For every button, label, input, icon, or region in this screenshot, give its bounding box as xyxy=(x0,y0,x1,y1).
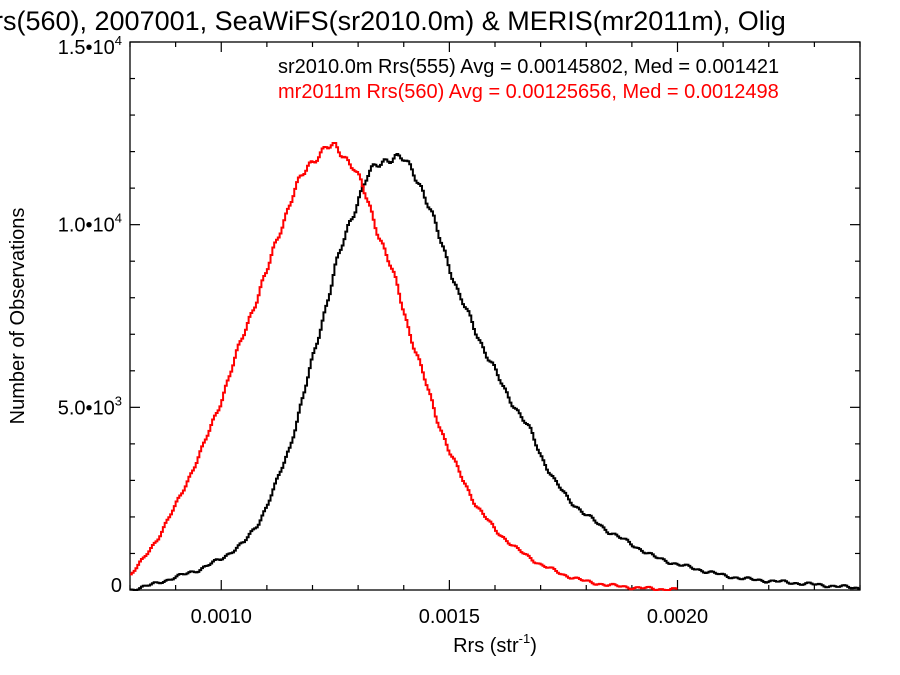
plot-frame xyxy=(129,41,861,591)
annotation-red: mr2011m Rrs(560) Avg = 0.00125656, Med =… xyxy=(278,81,779,103)
y-tick-label: 5.0•103 xyxy=(58,393,122,419)
y-tick-label: 1.5•104 xyxy=(58,33,122,59)
chart-title: rs(560), 2007001, SeaWiFS(sr2010.0m) & M… xyxy=(0,6,786,36)
x-tick-label: 0.0020 xyxy=(647,606,708,628)
x-axis-label: Rrs (str-1) xyxy=(453,631,537,657)
x-tick-label: 0.0010 xyxy=(191,606,252,628)
series-line-0 xyxy=(130,153,860,591)
y-axis-label: Number of Observations xyxy=(7,208,29,425)
y-tick-label: 0 xyxy=(111,575,122,597)
x-tick-label: 0.0015 xyxy=(419,606,480,628)
series-line-1 xyxy=(130,142,678,591)
annotation-black: sr2010.0m Rrs(555) Avg = 0.00145802, Med… xyxy=(278,56,779,78)
y-tick-label: 1.0•104 xyxy=(58,211,122,237)
